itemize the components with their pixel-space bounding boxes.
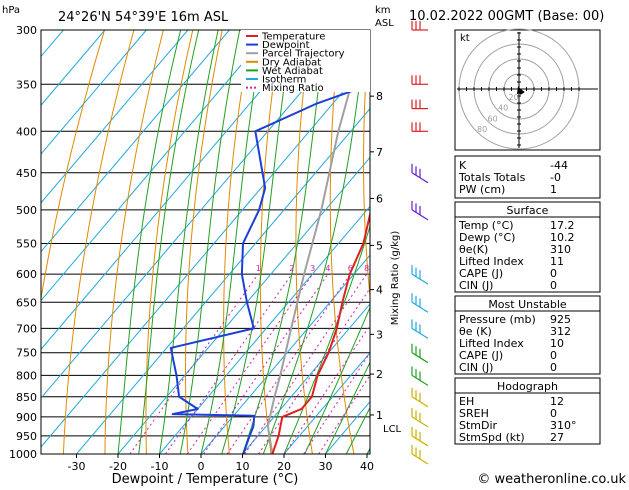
mixing-ratio-label: 25 xyxy=(431,264,441,273)
altitude-tick-label: 6 xyxy=(376,192,383,205)
asl-label: ASL xyxy=(375,18,394,29)
pressure-tick-label: 550 xyxy=(16,237,37,250)
temperature-tick-label: 40 xyxy=(360,460,374,473)
credit-footer: © weatheronline.co.uk xyxy=(477,472,626,486)
pressure-tick-label: 600 xyxy=(16,268,37,281)
hodograph-ring-label: 80 xyxy=(477,125,487,134)
index-label: PW (cm) xyxy=(459,183,505,196)
section-title: Surface xyxy=(507,204,549,217)
wind-barbs xyxy=(412,21,428,464)
index-value: 0 xyxy=(550,361,557,374)
mixing-ratio-label: 8 xyxy=(364,264,369,273)
dry-adiabat-line xyxy=(605,30,629,454)
temperature-tick-label: -30 xyxy=(68,460,86,473)
hodograph-unit-label: kt xyxy=(460,33,470,44)
mixing-ratio-label: 20 xyxy=(417,264,427,273)
mixing-ratio-label: 1 xyxy=(256,264,261,273)
pressure-unit-label: hPa xyxy=(2,5,20,16)
km-unit-label: km xyxy=(375,5,391,16)
mixing-ratio-label: 4 xyxy=(325,264,330,273)
datetime-title: 10.02.2022 00GMT (Base: 00) xyxy=(409,9,604,24)
hodograph-ring-label: 20 xyxy=(509,93,519,102)
x-axis-label: Dewpoint / Temperature (°C) xyxy=(112,472,299,486)
hodograph-ring-label: 40 xyxy=(498,104,508,113)
pressure-tick-label: 1000 xyxy=(9,448,37,461)
altitude-tick-label: 4 xyxy=(376,284,383,297)
lcl-label: LCL xyxy=(383,424,402,435)
temperature-tick-label: 30 xyxy=(319,460,333,473)
index-value: 0 xyxy=(550,279,557,292)
mixing-ratio-label: 2 xyxy=(289,264,294,273)
mixing-ratio-label: 3 xyxy=(310,264,315,273)
pressure-tick-label: 650 xyxy=(16,296,37,309)
pressure-tick-label: 800 xyxy=(16,369,37,382)
pressure-tick-label: 750 xyxy=(16,347,37,360)
pressure-tick-label: 700 xyxy=(16,322,37,335)
altitude-tick-label: 3 xyxy=(376,328,383,341)
legend-label: Mixing Ratio xyxy=(262,83,324,94)
pressure-tick-label: 300 xyxy=(16,24,37,37)
pressure-tick-label: 400 xyxy=(16,125,37,138)
index-label: CIN (J) xyxy=(459,279,493,292)
altitude-tick-label: 8 xyxy=(376,90,383,103)
altitude-tick-label: 7 xyxy=(376,146,383,159)
index-value: 1 xyxy=(550,183,557,196)
altitude-tick-label: 5 xyxy=(376,239,383,252)
index-label: StmSpd (kt) xyxy=(459,431,525,444)
pressure-tick-label: 900 xyxy=(16,411,37,424)
pressure-tick-label: 500 xyxy=(16,204,37,217)
index-label: CIN (J) xyxy=(459,361,493,374)
hodograph-ring-label: 60 xyxy=(488,114,498,123)
section-title: Hodograph xyxy=(497,380,558,393)
pressure-tick-label: 450 xyxy=(16,167,37,180)
location-title: 24°26'N 54°39'E 16m ASL xyxy=(58,10,229,25)
altitude-tick-label: 2 xyxy=(376,368,383,381)
section-title: Most Unstable xyxy=(488,298,567,311)
pressure-tick-label: 350 xyxy=(16,78,37,91)
pressure-tick-label: 950 xyxy=(16,430,37,443)
altitude-tick-label: 1 xyxy=(376,409,383,422)
index-value: 27 xyxy=(550,431,564,444)
pressure-tick-label: 850 xyxy=(16,391,37,404)
mixing-ratio-axis-label: Mixing Ratio (g/kg) xyxy=(390,231,401,326)
mixing-ratio-label: 10 xyxy=(375,264,385,273)
